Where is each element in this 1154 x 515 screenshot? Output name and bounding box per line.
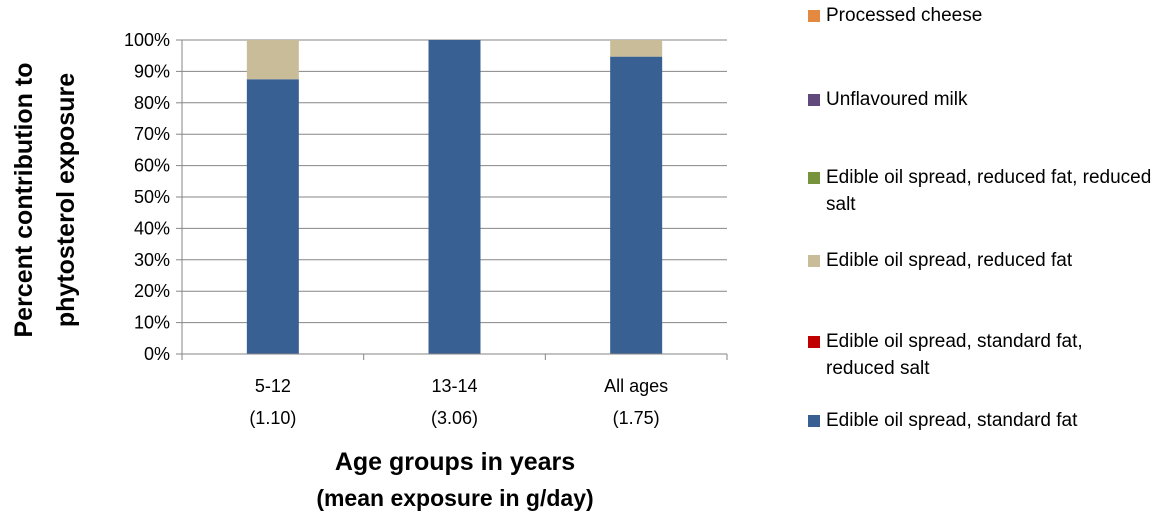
x-tick-label: All ages [604, 376, 668, 396]
legend-label: Edible oil spread, reduced fat, reduced … [826, 167, 1152, 215]
legend-item: Unflavoured milk [808, 86, 1154, 113]
x-tick-sublabel: (1.75) [613, 408, 660, 428]
y-tick-label: 50% [134, 187, 170, 207]
chart-plot: 0% 10% 20% 30% 40% 50% 60% 70% 80% 90% 100% 5-12 (1… [10, 30, 728, 511]
y-tick-label: 60% [134, 156, 170, 176]
bar-segment [610, 56, 663, 354]
y-tick-label: 90% [134, 61, 170, 81]
legend: Processed cheese Unflavoured milk Edible o… [808, 0, 1154, 515]
y-tick-label: 70% [134, 124, 170, 144]
legend-swatch [808, 336, 820, 348]
x-tick-sublabel: (3.06) [431, 408, 478, 428]
x-tick-labels: 5-12 (1.10) 13-14 (3.06) All ages (1.75) [249, 376, 668, 428]
legend-label: Edible oil spread, standard fat [826, 410, 1078, 431]
legend-swatch [808, 94, 820, 106]
y-axis-label-line1: Percent contribution to [10, 63, 38, 338]
legend-label: Unflavoured milk [826, 89, 968, 110]
y-tick-label: 0% [144, 344, 170, 364]
legend-item: Edible oil spread, reduced fat, reduced … [808, 164, 1154, 218]
y-tick-labels: 0% 10% 20% 30% 40% 50% 60% 70% 80% 90% 100% [124, 30, 170, 364]
legend-item: Edible oil spread, standard fat, reduced… [808, 328, 1154, 382]
y-tick-label: 30% [134, 250, 170, 270]
y-tick-label: 20% [134, 281, 170, 301]
legend-swatch [808, 172, 820, 184]
legend-label: Edible oil spread, reduced fat [826, 250, 1073, 271]
y-tick-label: 100% [124, 30, 170, 50]
legend-label: Processed cheese [826, 5, 983, 26]
legend-swatch [808, 415, 820, 427]
x-tick-sublabel: (1.10) [249, 408, 296, 428]
y-tick-label: 40% [134, 218, 170, 238]
bar-segment [246, 40, 299, 80]
legend-swatch [808, 255, 820, 267]
legend-item: Edible oil spread, standard fat [808, 407, 1154, 434]
y-axis-label-line2: phytosterol exposure [52, 73, 80, 327]
x-axis-label-line1: Age groups in years [335, 448, 575, 476]
legend-item: Edible oil spread, reduced fat [808, 247, 1154, 274]
y-tick-label: 80% [134, 93, 170, 113]
y-tick-label: 10% [134, 313, 170, 333]
axes [176, 39, 728, 360]
x-tick-label: 13-14 [431, 376, 477, 396]
bar-segment [428, 40, 481, 354]
x-tick-label: 5-12 [255, 376, 291, 396]
legend-item: Processed cheese [808, 2, 1154, 29]
legend-swatch [808, 10, 820, 22]
legend-label: Edible oil spread, standard fat, reduced… [826, 331, 1083, 379]
bars [246, 40, 663, 354]
bar-segment [610, 40, 663, 57]
bar-segment [246, 79, 299, 354]
x-axis-label-line2: (mean exposure in g/day) [316, 485, 593, 511]
